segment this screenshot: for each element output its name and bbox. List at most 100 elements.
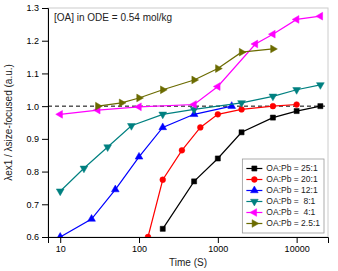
series-point xyxy=(128,124,136,131)
series-point xyxy=(316,12,323,20)
series-point xyxy=(292,16,299,24)
y-tick-mark xyxy=(42,41,48,42)
series-line xyxy=(60,106,231,237)
y-tick-mark xyxy=(42,8,48,9)
legend-label: OA:Pb = 12:1 xyxy=(266,185,318,195)
marks xyxy=(48,12,328,237)
series-line xyxy=(60,85,320,191)
series-point xyxy=(316,83,324,90)
series-point xyxy=(213,83,220,91)
series-point xyxy=(270,103,276,109)
series-point xyxy=(161,86,168,94)
series-point xyxy=(216,65,223,73)
x-tick-label: 10000 xyxy=(285,244,310,254)
series-point xyxy=(56,233,64,237)
series-point xyxy=(119,99,126,107)
legend-entry: OA:Pb = 12:1 xyxy=(246,185,318,195)
y-tick-label: 0.7 xyxy=(26,200,39,210)
series-point xyxy=(160,177,166,183)
series-point xyxy=(215,111,221,117)
series-point xyxy=(238,101,246,108)
series-point xyxy=(192,76,199,84)
y-tick: 0.8 xyxy=(26,167,48,177)
legend-label: OA:Pb = 2.5:1 xyxy=(266,218,320,228)
series-point xyxy=(239,48,246,56)
x-tick-label: 1000 xyxy=(208,244,228,254)
y-tick-label: 0.8 xyxy=(26,167,39,177)
series-point xyxy=(293,88,301,95)
chart-title: [OA] in ODE = 0.54 mol/kg xyxy=(54,12,172,23)
series-point xyxy=(269,94,277,101)
y-tick: 0.6 xyxy=(26,232,48,242)
legend-swatch-marker xyxy=(252,220,259,228)
series-point xyxy=(96,102,103,110)
y-tick-label: 0.6 xyxy=(26,232,39,242)
x-tick: 10 xyxy=(56,237,66,254)
x-tick-label: 100 xyxy=(132,244,147,254)
x-axis: 10 100 1000 10000 xyxy=(49,237,329,254)
series-point xyxy=(135,152,143,159)
series-point xyxy=(192,179,197,184)
series-point xyxy=(56,189,64,196)
series-point xyxy=(145,234,151,237)
y-tick-label: 1.3 xyxy=(26,3,39,13)
x-tick-mark xyxy=(297,237,298,243)
series-point xyxy=(159,123,167,130)
series-line xyxy=(60,16,320,114)
legend-label: OA:Pb = 20:1 xyxy=(266,174,318,184)
legend-swatch-marker xyxy=(250,199,258,206)
y-tick-label: 1.1 xyxy=(26,69,39,79)
x-tick-mark xyxy=(218,237,219,243)
legend-entry: OA:Pb = 2.5:1 xyxy=(246,218,320,228)
legend-entry: OA:Pb = 20:1 xyxy=(246,174,318,184)
series-point xyxy=(160,226,165,231)
series-point xyxy=(80,166,88,173)
series-point xyxy=(268,30,275,38)
series-point xyxy=(135,103,142,111)
series-point xyxy=(190,107,198,114)
series-line xyxy=(98,49,273,106)
y-tick-mark xyxy=(42,106,48,107)
legend-box xyxy=(242,159,324,233)
y-tick: 1.2 xyxy=(26,36,48,46)
series-point xyxy=(197,125,203,131)
legend-label: OA:Pb = 4:1 xyxy=(266,207,315,217)
y-axis: 0.60.70.80.91.01.11.21.3 xyxy=(26,3,48,242)
series-point xyxy=(56,110,63,118)
legend-label: OA:Pb = 25:1 xyxy=(266,163,318,173)
series-point xyxy=(270,115,275,120)
y-tick-mark xyxy=(42,139,48,140)
plot: 101001000100000.60.70.80.91.01.11.21.3[O… xyxy=(26,3,328,254)
legend-swatch-marker xyxy=(252,166,257,171)
series-point xyxy=(104,145,112,152)
legend-label: OA:Pb = 8:1 xyxy=(266,196,315,206)
series-point xyxy=(215,156,220,161)
y-tick: 0.7 xyxy=(26,200,48,210)
legend-swatch-marker xyxy=(251,177,257,183)
x-tick-mark xyxy=(139,237,140,243)
series-line xyxy=(163,106,321,229)
y-tick-mark xyxy=(42,73,48,74)
series-point xyxy=(88,215,96,222)
series-point xyxy=(111,185,119,192)
series-point xyxy=(294,109,299,114)
series-point xyxy=(239,130,244,135)
series-point xyxy=(179,147,185,153)
x-tick-label: 10 xyxy=(56,244,66,254)
series-point xyxy=(190,101,197,109)
legend-entry: OA:Pb = 25:1 xyxy=(246,163,318,173)
plot-frame xyxy=(48,8,328,237)
x-axis-line xyxy=(49,238,329,244)
series-point xyxy=(318,104,323,109)
y-tick-label: 1.0 xyxy=(26,102,39,112)
y-axis-line xyxy=(42,9,49,238)
legend: OA:Pb = 25:1OA:Pb = 20:1OA:Pb = 12:1OA:P… xyxy=(242,159,324,233)
y-tick: 1.1 xyxy=(26,69,48,79)
y-tick-mark xyxy=(42,172,48,173)
x-tick: 100 xyxy=(132,237,147,254)
series-point xyxy=(294,102,300,108)
legend-entry: OA:Pb = 8:1 xyxy=(246,196,315,206)
y-tick-mark xyxy=(42,237,48,238)
series-point xyxy=(271,45,278,53)
series-point xyxy=(137,94,144,102)
